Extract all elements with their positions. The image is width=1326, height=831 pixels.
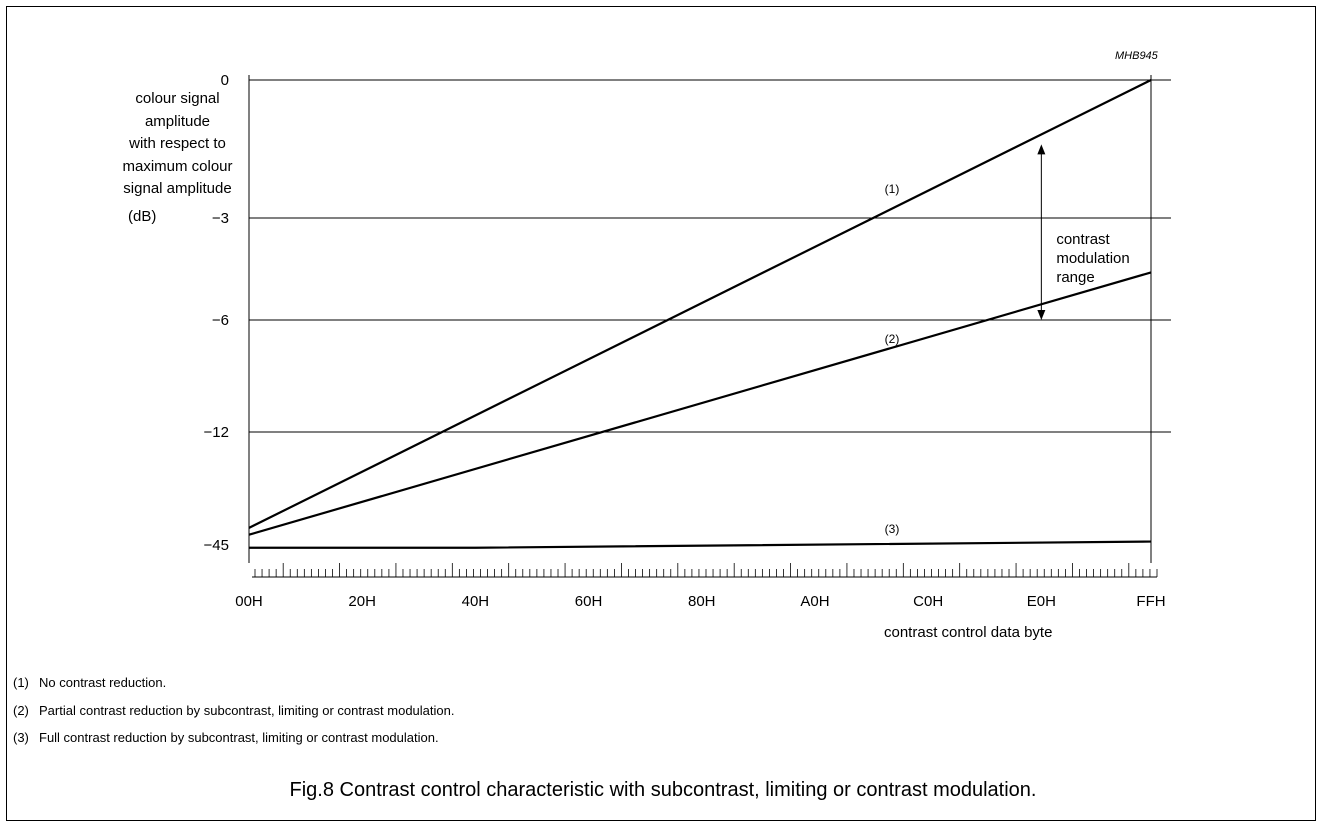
figure-frame bbox=[6, 6, 1316, 821]
y-axis-label-line: signal amplitude bbox=[123, 180, 232, 197]
note-number: (1) bbox=[13, 675, 29, 690]
y-axis-label-line: maximum colour bbox=[122, 157, 233, 175]
note-text: No contrast reduction. bbox=[39, 675, 167, 690]
range-arrow-head-bottom bbox=[1037, 310, 1046, 320]
annotation-text: contrast bbox=[1056, 231, 1110, 248]
x-tick-label: 60H bbox=[575, 593, 603, 610]
y-tick-label: 0 bbox=[221, 72, 229, 89]
x-tick-label: 00H bbox=[235, 593, 263, 610]
annotation-text: range bbox=[1056, 269, 1094, 286]
note-number: (3) bbox=[13, 730, 29, 745]
y-tick-label: −6 bbox=[212, 312, 229, 329]
x-tick-label: 40H bbox=[462, 593, 490, 610]
x-tick-label: 80H bbox=[688, 593, 716, 610]
y-axis-unit: (dB) bbox=[128, 208, 157, 225]
y-tick-label: −45 bbox=[204, 537, 229, 554]
x-tick-label: C0H bbox=[913, 593, 943, 610]
figure-id: MHB945 bbox=[1115, 50, 1158, 62]
y-tick-label: −3 bbox=[212, 210, 229, 227]
note-text: Partial contrast reduction by subcontras… bbox=[39, 703, 455, 718]
series-line bbox=[248, 271, 1152, 536]
series-label: (2) bbox=[885, 332, 900, 346]
series-line bbox=[248, 79, 1152, 529]
note-2: (2) Partial contrast reduction by subcont… bbox=[13, 703, 454, 718]
series-line bbox=[249, 540, 1152, 549]
x-tick-label: 20H bbox=[348, 593, 376, 610]
range-arrow-head-top bbox=[1037, 144, 1046, 155]
annotation-text: modulation bbox=[1056, 250, 1129, 267]
y-axis-label-line: with respect to bbox=[129, 135, 226, 152]
y-tick-label: −12 bbox=[204, 424, 229, 441]
series-label: (3) bbox=[885, 522, 900, 536]
x-tick-label: A0H bbox=[800, 593, 829, 610]
x-tick-label: FFH bbox=[1136, 593, 1165, 610]
note-1: (1) No contrast reduction. bbox=[13, 675, 166, 690]
x-tick-label: E0H bbox=[1027, 593, 1056, 610]
x-axis-label: contrast control data byte bbox=[884, 624, 1053, 641]
series-label: (1) bbox=[885, 182, 900, 196]
y-axis-label: colour signal amplitude with respect to … bbox=[70, 88, 285, 201]
note-3: (3) Full contrast reduction by subcontras… bbox=[13, 730, 439, 745]
note-text: Full contrast reduction by subcontrast, … bbox=[39, 730, 439, 745]
note-number: (2) bbox=[13, 703, 29, 718]
y-axis-label-line: amplitude bbox=[144, 112, 211, 130]
figure-caption: Fig.8 Contrast control characteristic wi… bbox=[289, 779, 1037, 801]
y-axis-label-line: colour signal bbox=[135, 90, 220, 107]
